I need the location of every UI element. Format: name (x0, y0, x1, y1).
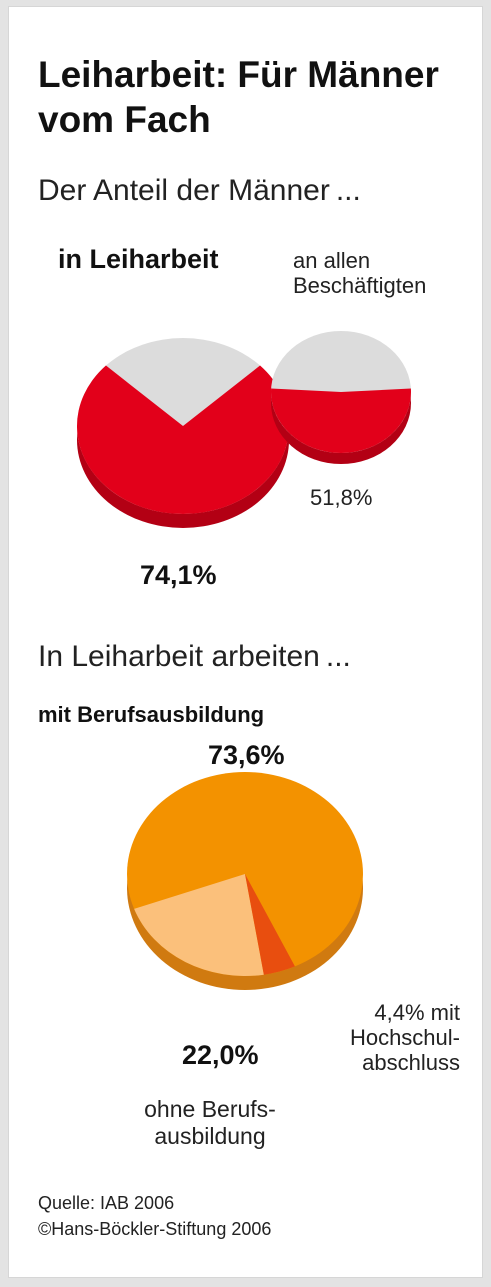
label-an-allen-beschaeftigten: an allen Beschäftigten (293, 248, 427, 298)
pie-qualifikation (127, 772, 363, 990)
subtitle-maenner-anteil: Der Anteil der Männer ... (38, 174, 361, 207)
pie-leiharbeit (76, 338, 289, 528)
value-label-ohne-berufsausbildung: 22,0% (182, 1040, 259, 1070)
label-hochschulabschluss: 4,4% mit Hochschul- abschluss (300, 1000, 460, 1075)
page-title: Leiharbeit: Für Männer vom Fach (38, 54, 439, 140)
label-mit-berufsausbildung: mit Berufsausbildung (38, 702, 265, 727)
pie-beschaeftigte-share-slice (271, 388, 411, 453)
source-note: Quelle: IAB 2006 ©Hans-Böckler-Stiftung … (38, 1190, 271, 1242)
label-in-leiharbeit: in Leiharbeit (58, 244, 219, 274)
subtitle-in-leiharbeit-arbeiten: In Leiharbeit arbeiten ... (38, 640, 351, 673)
value-label-beschaeftigte: 51,8% (310, 485, 373, 510)
pie-slice-hochschulabschluss (245, 874, 295, 975)
value-label-mit-berufsausbildung: 73,6% (208, 740, 285, 770)
source-line: Quelle: IAB 2006 (38, 1193, 175, 1213)
pie-beschaeftigte (271, 331, 411, 464)
copyright-line: ©Hans-Böckler-Stiftung 2006 (38, 1219, 272, 1239)
pie-leiharbeit-share-slice (76, 365, 289, 515)
label-hochschulabschluss-text: Hochschul- abschluss (349, 1025, 460, 1075)
infographic-card (9, 7, 482, 1277)
value-label-hochschulabschluss: 4,4% mit (374, 1000, 460, 1025)
label-ohne-berufsausbildung: ohne Berufs- ausbildung (144, 1096, 276, 1149)
value-label-leiharbeit: 74,1% (140, 560, 217, 590)
pie-slice-ohne-berufsausbildung (134, 874, 264, 977)
